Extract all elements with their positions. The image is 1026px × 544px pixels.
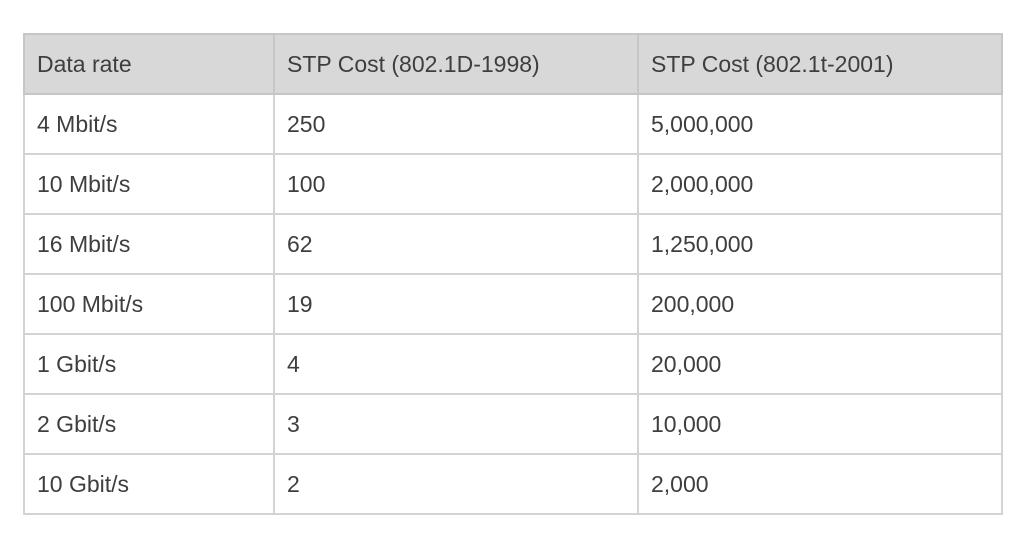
cell-data-rate: 16 Mbit/s (23, 213, 275, 275)
cell-stp-cost-2001: 5,000,000 (637, 93, 1003, 155)
cell-stp-cost-1998: 2 (273, 453, 639, 515)
column-header-stp-cost-802-1d-1998: STP Cost (802.1D-1998) (273, 33, 639, 95)
cell-stp-cost-2001: 1,250,000 (637, 213, 1003, 275)
table-row: 1 Gbit/s 4 20,000 (23, 333, 1003, 395)
cell-data-rate: 10 Mbit/s (23, 153, 275, 215)
table-header: Data rate STP Cost (802.1D-1998) STP Cos… (23, 33, 1003, 95)
cell-stp-cost-2001: 200,000 (637, 273, 1003, 335)
header-row: Data rate STP Cost (802.1D-1998) STP Cos… (23, 33, 1003, 95)
cell-stp-cost-1998: 250 (273, 93, 639, 155)
column-header-data-rate: Data rate (23, 33, 275, 95)
cell-stp-cost-1998: 19 (273, 273, 639, 335)
table-row: 10 Mbit/s 100 2,000,000 (23, 153, 1003, 215)
table-row: 16 Mbit/s 62 1,250,000 (23, 213, 1003, 275)
cell-data-rate: 1 Gbit/s (23, 333, 275, 395)
stp-cost-table: Data rate STP Cost (802.1D-1998) STP Cos… (23, 33, 1003, 515)
cell-stp-cost-1998: 62 (273, 213, 639, 275)
cell-stp-cost-1998: 3 (273, 393, 639, 455)
cell-stp-cost-2001: 20,000 (637, 333, 1003, 395)
table-row: 2 Gbit/s 3 10,000 (23, 393, 1003, 455)
cell-stp-cost-1998: 100 (273, 153, 639, 215)
cell-data-rate: 100 Mbit/s (23, 273, 275, 335)
table-row: 100 Mbit/s 19 200,000 (23, 273, 1003, 335)
cell-data-rate: 4 Mbit/s (23, 93, 275, 155)
cell-data-rate: 2 Gbit/s (23, 393, 275, 455)
column-header-stp-cost-802-1t-2001: STP Cost (802.1t-2001) (637, 33, 1003, 95)
cell-stp-cost-1998: 4 (273, 333, 639, 395)
cell-stp-cost-2001: 2,000 (637, 453, 1003, 515)
table-row: 10 Gbit/s 2 2,000 (23, 453, 1003, 515)
cell-stp-cost-2001: 2,000,000 (637, 153, 1003, 215)
table-row: 4 Mbit/s 250 5,000,000 (23, 93, 1003, 155)
table-body: 4 Mbit/s 250 5,000,000 10 Mbit/s 100 2,0… (23, 93, 1003, 515)
cell-stp-cost-2001: 10,000 (637, 393, 1003, 455)
cell-data-rate: 10 Gbit/s (23, 453, 275, 515)
